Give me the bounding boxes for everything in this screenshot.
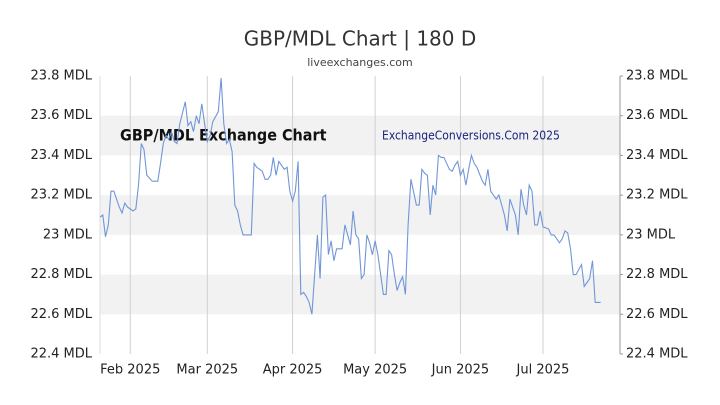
x-tick-label: Apr 2025 [263,363,323,378]
y-tick-label: 22.8 MDL [30,267,92,282]
y-tick-label-right: 23 MDL [626,227,676,242]
x-tick-label: Jun 2025 [431,363,490,378]
y-tick-label: 22.6 MDL [30,307,92,322]
y-tick-label: 23.6 MDL [30,108,92,123]
y-tick-label: 22.4 MDL [30,347,92,362]
y-tick-label-right: 23.6 MDL [626,108,688,123]
y-tick-label: 23 MDL [43,227,93,242]
x-tick-label: Feb 2025 [100,363,160,378]
grid-band [100,195,620,235]
chart-title: GBP/MDL Chart | 180 D [244,27,477,51]
watermark: ExchangeConversions.Com 2025 [382,129,560,143]
y-tick-label: 23.8 MDL [30,69,92,84]
y-tick-label-right: 23.4 MDL [626,148,688,163]
y-tick-label-right: 22.8 MDL [626,267,688,282]
y-tick-label: 23.2 MDL [30,188,92,203]
chart-subtitle: liveexchanges.com [307,56,412,69]
x-tick-label: Jul 2025 [516,363,570,378]
grid-band [100,274,620,315]
x-tick-label: May 2025 [343,363,407,378]
y-tick-label-right: 22.6 MDL [626,307,688,322]
y-tick-label: 23.4 MDL [30,148,92,163]
y-tick-label-right: 23.8 MDL [626,69,688,84]
grid-band [100,115,620,156]
y-tick-label-right: 22.4 MDL [626,347,688,362]
y-tick-label-right: 23.2 MDL [626,188,688,203]
x-tick-label: Mar 2025 [176,363,238,378]
line [99,77,601,315]
watermark: GBP/MDL Exchange Chart [120,126,327,145]
